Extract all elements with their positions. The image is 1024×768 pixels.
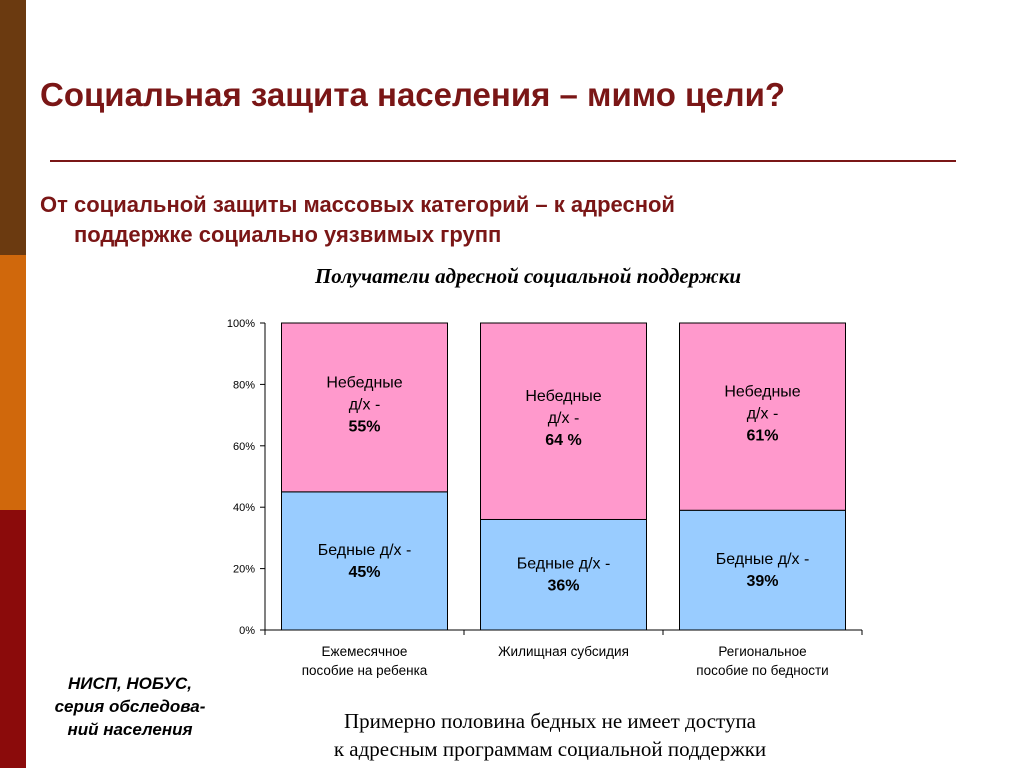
series-label: д/х - bbox=[747, 406, 779, 423]
data-label: 39% bbox=[746, 573, 778, 590]
data-label: 61% bbox=[746, 428, 778, 445]
data-label: 45% bbox=[348, 564, 380, 581]
bar-segment bbox=[480, 518, 647, 631]
bar-segment bbox=[679, 509, 846, 631]
series-label: д/х - bbox=[349, 396, 381, 413]
data-label: 64 % bbox=[545, 432, 581, 449]
side-band-middle bbox=[0, 255, 26, 510]
slide-subtitle: От социальной защиты массовых категорий … bbox=[40, 190, 675, 250]
x-category-label: Ежемесячное bbox=[322, 644, 408, 659]
bar-segment bbox=[281, 491, 448, 631]
bar-segment bbox=[480, 322, 647, 520]
data-label: 55% bbox=[348, 418, 380, 435]
conclusion-line-2: к адресным программам социальной поддерж… bbox=[333, 737, 767, 761]
series-label: Небедные bbox=[525, 388, 601, 405]
series-label: д/х - bbox=[548, 410, 580, 427]
x-category-label: Жилищная субсидия bbox=[498, 644, 629, 659]
chart-title: Получатели адресной социальной поддержки bbox=[314, 264, 742, 288]
conclusion-text: Примерно половина бедных не имеет доступ… bbox=[280, 707, 820, 763]
series-label: Бедные д/х - bbox=[318, 542, 412, 559]
source-line-3: ний населения bbox=[67, 720, 193, 739]
source-note: НИСП, НОБУС, серия обследова- ний населе… bbox=[30, 672, 230, 741]
bar-segment bbox=[679, 322, 846, 511]
subtitle-line-1: От социальной защиты массовых категорий … bbox=[40, 192, 675, 217]
side-band-bottom bbox=[0, 510, 26, 768]
x-category-label: пособие на ребенка bbox=[302, 663, 428, 678]
source-line-2: серия обследова- bbox=[54, 697, 206, 716]
series-label: Небедные bbox=[326, 374, 402, 391]
x-category-label: пособие по бедности bbox=[696, 663, 828, 678]
x-category-label: Региональное bbox=[718, 644, 806, 659]
y-tick-label: 80% bbox=[233, 379, 255, 391]
series-label: Бедные д/х - bbox=[716, 551, 810, 568]
series-label: Бедные д/х - bbox=[517, 556, 611, 573]
conclusion-line-1: Примерно половина бедных не имеет доступ… bbox=[343, 709, 757, 733]
data-label: 36% bbox=[547, 578, 579, 595]
y-tick-label: 40% bbox=[233, 502, 255, 514]
y-tick-label: 60% bbox=[233, 441, 255, 453]
series-label: Небедные bbox=[724, 384, 800, 401]
title-divider bbox=[50, 160, 956, 162]
slide-title: Социальная защита населения – мимо цели? bbox=[40, 76, 786, 113]
subtitle-line-2: поддержке социально уязвимых групп bbox=[74, 222, 502, 247]
source-line-1: НИСП, НОБУС, bbox=[67, 674, 193, 693]
bar-segment bbox=[281, 322, 448, 493]
y-tick-label: 20% bbox=[233, 564, 255, 576]
side-band-top bbox=[0, 0, 26, 255]
y-tick-label: 100% bbox=[227, 318, 255, 330]
y-tick-label: 0% bbox=[239, 625, 255, 637]
